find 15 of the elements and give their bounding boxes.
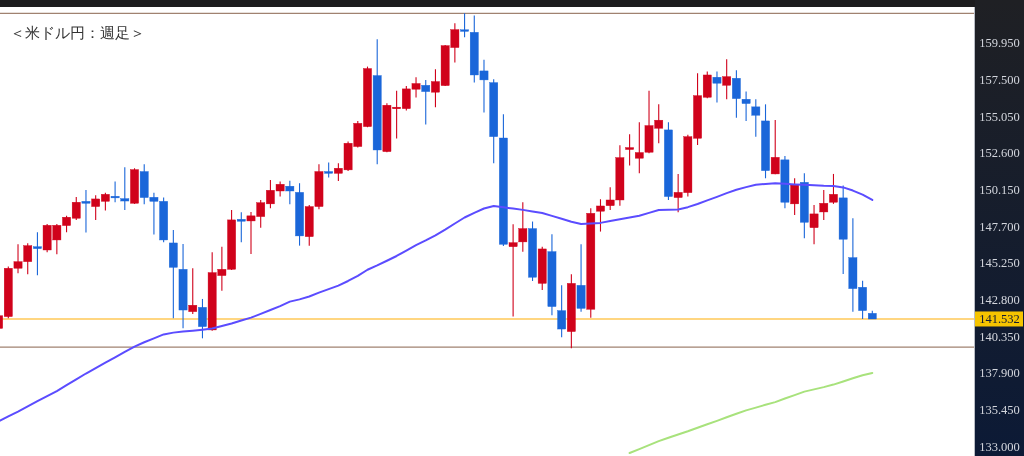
ref-line-label: 141.532: [979, 311, 1020, 326]
y-tick-label: 159.950: [979, 36, 1020, 51]
ref-line-label: 141.532: [975, 311, 1023, 327]
y-tick-label: 137.900: [979, 366, 1020, 381]
y-tick-label: 152.600: [979, 146, 1020, 161]
y-tick-label: 145.250: [979, 256, 1020, 271]
y-tick-label: 135.450: [979, 403, 1020, 418]
y-tick-label: 142.800: [979, 293, 1020, 307]
y-tick-label: 140.350: [979, 329, 1020, 344]
y-tick-label: 155.050: [979, 109, 1020, 124]
title: ＜米ドル円：週足＞: [10, 24, 145, 42]
y-tick-label: 157.500: [979, 72, 1020, 87]
y-tick-label: 150.150: [979, 182, 1020, 197]
y-tick-label: 147.700: [979, 219, 1020, 234]
y-tick-label: 133.000: [979, 439, 1020, 454]
